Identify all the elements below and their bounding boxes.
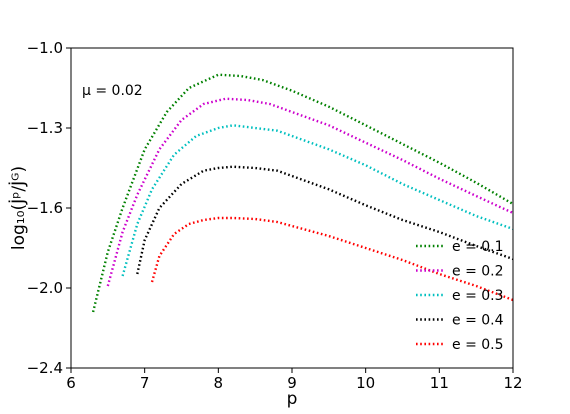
legend-entry: e = 0.2 xyxy=(452,264,504,280)
x-tick-label: 7 xyxy=(140,374,150,392)
series-line xyxy=(136,165,514,275)
y-tick-label: −2.4 xyxy=(27,359,63,377)
legend-entry: e = 0.1 xyxy=(452,239,504,255)
x-tick-label: 10 xyxy=(356,374,375,392)
y-tick-label: −2.0 xyxy=(27,279,63,297)
y-tick-label: −1.6 xyxy=(27,199,63,217)
legend-entry: e = 0.5 xyxy=(452,337,504,353)
legend: e = 0.1 e = 0.2 e = 0.3 e = 0.4 e = 0.5 xyxy=(416,239,504,353)
x-tick-label: 12 xyxy=(503,374,522,392)
y-axis-label: log₁₀(J̇ᵖ/J̇ᴳ) xyxy=(8,166,29,250)
x-tick-label: 11 xyxy=(430,374,449,392)
x-tick-label: 6 xyxy=(66,374,76,392)
mu-annotation: μ = 0.02 xyxy=(82,83,143,99)
x-axis-label: p xyxy=(287,389,298,409)
series-layer xyxy=(91,73,514,313)
legend-entry: e = 0.4 xyxy=(452,313,504,329)
x-axis: 6 7 8 9 10 11 12 xyxy=(66,368,523,392)
legend-entry: e = 0.3 xyxy=(452,288,504,304)
y-tick-label: −1.3 xyxy=(27,119,63,137)
series-line xyxy=(106,97,514,287)
series-line xyxy=(91,73,514,313)
x-tick-label: 9 xyxy=(287,374,297,392)
x-tick-label: 8 xyxy=(214,374,224,392)
series-line xyxy=(150,216,514,302)
y-tick-label: −1.0 xyxy=(27,39,63,57)
y-axis: −2.4 −2.0 −1.6 −1.3 −1.0 xyxy=(27,39,71,377)
